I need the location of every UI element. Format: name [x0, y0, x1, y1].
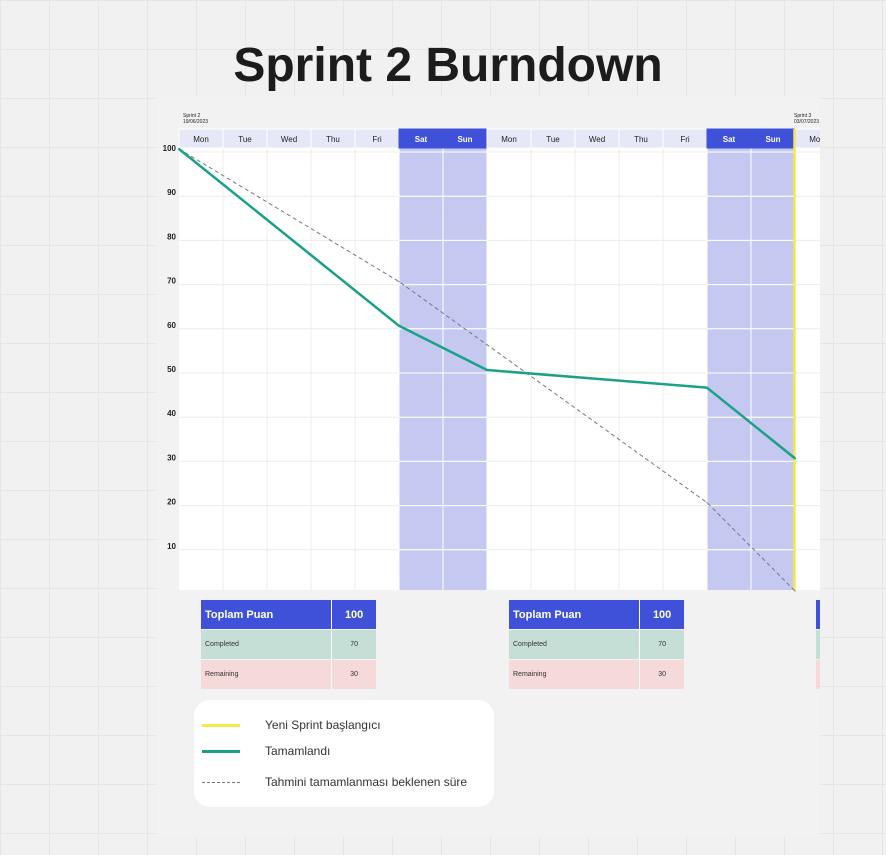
day-header-label: Tue	[546, 135, 560, 144]
day-header-label: Mon	[501, 135, 517, 144]
y-tick-label: 30	[167, 453, 176, 462]
completed-point	[178, 148, 180, 150]
completed-value: 70	[331, 630, 376, 659]
weekend-band	[443, 148, 487, 590]
y-tick-label: 10	[167, 542, 176, 551]
estimate-point	[794, 590, 796, 592]
day-header-label: Fri	[680, 135, 690, 144]
partial-completed-cell	[816, 630, 820, 659]
day-header-label: Mon	[809, 135, 820, 144]
weekend-band	[751, 148, 795, 590]
legend-label: Tahmini tamamlanması beklenen süre	[265, 775, 468, 789]
completed-label: Completed	[513, 641, 547, 648]
estimate-point	[706, 502, 708, 504]
legend-label: Yeni Sprint başlangıcı	[265, 718, 381, 732]
sprint-start-date: 19/06/2023	[183, 119, 208, 125]
partial-remaining-cell	[816, 660, 820, 689]
legend-item-completed: Tamamlandı	[202, 744, 330, 758]
completed-value: 70	[639, 630, 684, 659]
total-points-value: 100	[331, 600, 376, 629]
points-table-partial	[816, 600, 820, 690]
y-tick-label: 80	[167, 232, 176, 241]
y-tick-label: 20	[167, 498, 176, 507]
completed-row: Completed 70	[509, 630, 684, 659]
remaining-value: 30	[331, 660, 376, 689]
day-header-label: Tue	[238, 135, 252, 144]
chart-legend: Yeni Sprint başlangıcı Tamamlandı Tahmin…	[194, 700, 494, 807]
remaining-value: 30	[639, 660, 684, 689]
completed-point	[794, 457, 796, 460]
remaining-row: Remaining 30	[509, 660, 684, 689]
completed-point	[706, 386, 708, 389]
y-tick-label: 100	[163, 144, 177, 153]
completed-point	[398, 324, 400, 327]
weekend-band	[399, 148, 443, 590]
legend-label: Tamamlandı	[265, 744, 331, 758]
day-header-label: Fri	[372, 135, 382, 144]
completed-row: Completed 70	[201, 630, 376, 659]
page-title: Sprint 2 Burndown	[233, 39, 663, 92]
weekend-band	[707, 148, 751, 590]
sprint-start-name: Sprint 2	[183, 113, 200, 119]
y-tick-label: 50	[167, 365, 176, 374]
y-tick-label: 40	[167, 409, 176, 418]
y-tick-label: 60	[167, 321, 176, 330]
total-points-label: Toplam Puan	[513, 608, 582, 621]
day-header-label: Wed	[281, 135, 297, 144]
total-points-value: 100	[639, 600, 684, 629]
estimate-point	[398, 281, 400, 283]
sprint-next-date: 03/07/2023	[794, 119, 819, 125]
remaining-label: Remaining	[513, 671, 547, 678]
day-header-label: Mon	[193, 135, 209, 144]
day-header-label: Sun	[457, 135, 472, 144]
yellow-line-icon	[202, 723, 240, 727]
day-header-label: Sat	[415, 135, 428, 144]
green-line-icon	[202, 749, 240, 753]
completed-point	[486, 369, 488, 371]
y-tick-label: 70	[167, 277, 176, 286]
day-header-label: Wed	[589, 135, 605, 144]
burndown-chart: Mon Tue Wed Thu Fri Sat Sun Mon Tue Wed Thu Fri Sat S…	[163, 113, 820, 592]
total-points-label: Toplam Puan	[205, 608, 274, 621]
sprint-next-name: Sprint 3	[794, 113, 811, 119]
table-header-row: Toplam Puan 100	[201, 600, 376, 629]
day-header-label: Thu	[634, 135, 648, 144]
day-header-label: Thu	[326, 135, 340, 144]
legend-item-estimate: Tahmini tamamlanması beklenen süre	[202, 775, 467, 789]
partial-header-cell	[816, 600, 820, 629]
dashed-line-icon	[202, 781, 240, 783]
y-tick-label: 90	[167, 188, 176, 197]
legend-item-sprint-start: Yeni Sprint başlangıcı	[202, 718, 381, 732]
points-table-second: Toplam Puan 100 Completed 70 Remaining 3…	[509, 600, 684, 689]
burndown-chart-area: Mon Tue Wed Thu Fri Sat Sun Mon Tue Wed Thu Fri Sat S…	[156, 96, 820, 836]
day-header-label: Sun	[765, 135, 780, 144]
table-header-row: Toplam Puan 100	[509, 600, 684, 629]
remaining-row: Remaining 30	[201, 660, 376, 689]
completed-label: Completed	[205, 641, 239, 648]
day-header-label: Sat	[723, 135, 736, 144]
points-table-sprint-2: Toplam Puan 100 Completed 70 Remaining 3…	[201, 600, 376, 689]
remaining-label: Remaining	[205, 671, 239, 678]
estimate-series-line	[178, 148, 796, 592]
